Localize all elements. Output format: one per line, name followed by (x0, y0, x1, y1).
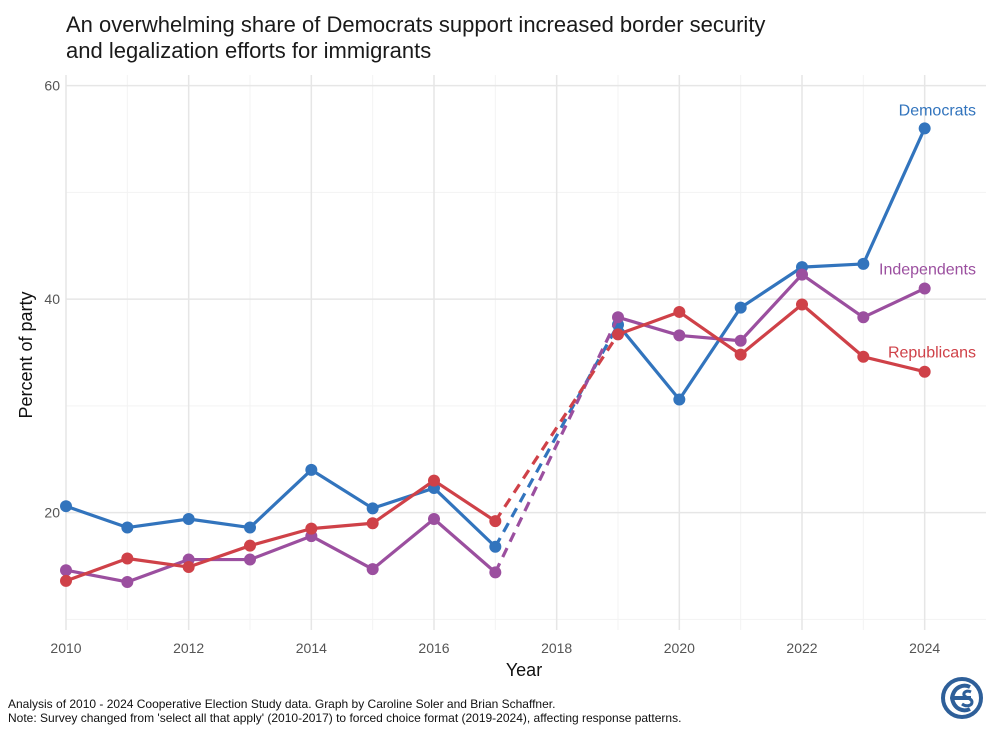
data-point-republicans (612, 328, 624, 341)
data-point-democrats (182, 513, 195, 525)
data-point-republicans (305, 522, 318, 535)
series-line-republicans-2019-2024 (617, 302, 926, 374)
data-point-independents (673, 329, 686, 342)
data-point-independents (60, 564, 72, 577)
x-axis-ticks: 2010 2012 2014 2016 2018 2020 2022 2024 (50, 640, 940, 656)
series-label-independents: Independents (879, 261, 976, 278)
ces-logo-icon (941, 677, 983, 719)
y-tick-label: 60 (44, 78, 60, 94)
series-democrats: Democrats (60, 102, 976, 553)
data-point-republicans (244, 539, 256, 552)
y-tick-label: 20 (44, 505, 60, 521)
caption-source: Analysis of 2010 - 2024 Cooperative Elec… (8, 697, 556, 711)
series-label-republicans: Republicans (888, 345, 976, 362)
data-point-democrats (734, 301, 747, 314)
grid (65, 75, 986, 630)
data-point-democrats (918, 122, 931, 135)
data-point-democrats (121, 521, 134, 534)
data-point-republicans (857, 350, 870, 363)
series-line-independents-2010-2017 (65, 517, 497, 584)
data-point-republicans (918, 365, 931, 378)
series-line-republicans-2010-2017 (65, 478, 497, 583)
chart-title: An overwhelming share of Democrats suppo… (66, 12, 966, 64)
data-point-republicans (182, 561, 195, 574)
data-point-democrats (673, 393, 686, 406)
series-label-democrats: Democrats (899, 102, 976, 119)
data-point-democrats (305, 463, 318, 476)
x-tick-label: 2016 (418, 640, 449, 656)
series-gap-dashed-democrats (493, 323, 620, 548)
series-gap-dashed-republicans (493, 333, 620, 523)
data-point-republicans (489, 515, 502, 528)
data-point-independents (244, 553, 256, 566)
chart-title-line-2: and legalization efforts for immigrants (66, 38, 432, 63)
series-independents: Independents (60, 261, 976, 588)
x-tick-label: 2018 (541, 640, 572, 656)
series-lines: Democrats Independents Republicans (60, 102, 976, 588)
data-point-independents (857, 311, 870, 324)
data-point-independents (734, 334, 747, 347)
data-point-independents (796, 268, 808, 281)
x-tick-label: 2014 (296, 640, 327, 656)
x-tick-label: 2010 (50, 640, 81, 656)
data-point-democrats (489, 540, 502, 553)
series-line-independents-2019-2024 (617, 272, 926, 343)
series-gap-dashed-independents (493, 316, 620, 574)
y-axis-title: Percent of party (16, 291, 36, 418)
data-point-republicans (366, 517, 379, 530)
data-point-republicans (121, 552, 134, 565)
data-point-independents (366, 563, 379, 576)
data-point-independents (428, 513, 440, 525)
x-axis-title: Year (506, 660, 542, 680)
y-tick-label: 40 (44, 291, 60, 307)
series-republicans: Republicans (60, 298, 976, 587)
x-tick-label: 2012 (173, 640, 204, 656)
y-axis-ticks: 20 40 60 (44, 78, 60, 521)
x-tick-label: 2024 (909, 640, 940, 656)
caption-note: Note: Survey changed from 'select all th… (8, 711, 682, 725)
caption: Analysis of 2010 - 2024 Cooperative Elec… (8, 697, 681, 725)
series-line-democrats-2010-2017 (65, 468, 497, 548)
data-point-republicans (796, 298, 808, 311)
data-point-independents (489, 566, 502, 579)
data-point-democrats (366, 502, 379, 515)
data-point-independents (918, 282, 931, 295)
x-tick-label: 2022 (786, 640, 817, 656)
chart-title-line-1: An overwhelming share of Democrats suppo… (66, 12, 766, 37)
data-point-democrats (60, 500, 72, 513)
data-point-republicans (673, 305, 686, 318)
data-point-independents (612, 311, 624, 324)
data-point-democrats (857, 257, 870, 270)
data-point-republicans (60, 574, 72, 587)
data-point-republicans (428, 474, 440, 487)
data-point-democrats (244, 521, 256, 534)
data-point-republicans (734, 348, 747, 361)
series-line-democrats-2019-2024 (616, 127, 927, 402)
data-point-independents (121, 575, 134, 588)
x-tick-label: 2020 (664, 640, 695, 656)
